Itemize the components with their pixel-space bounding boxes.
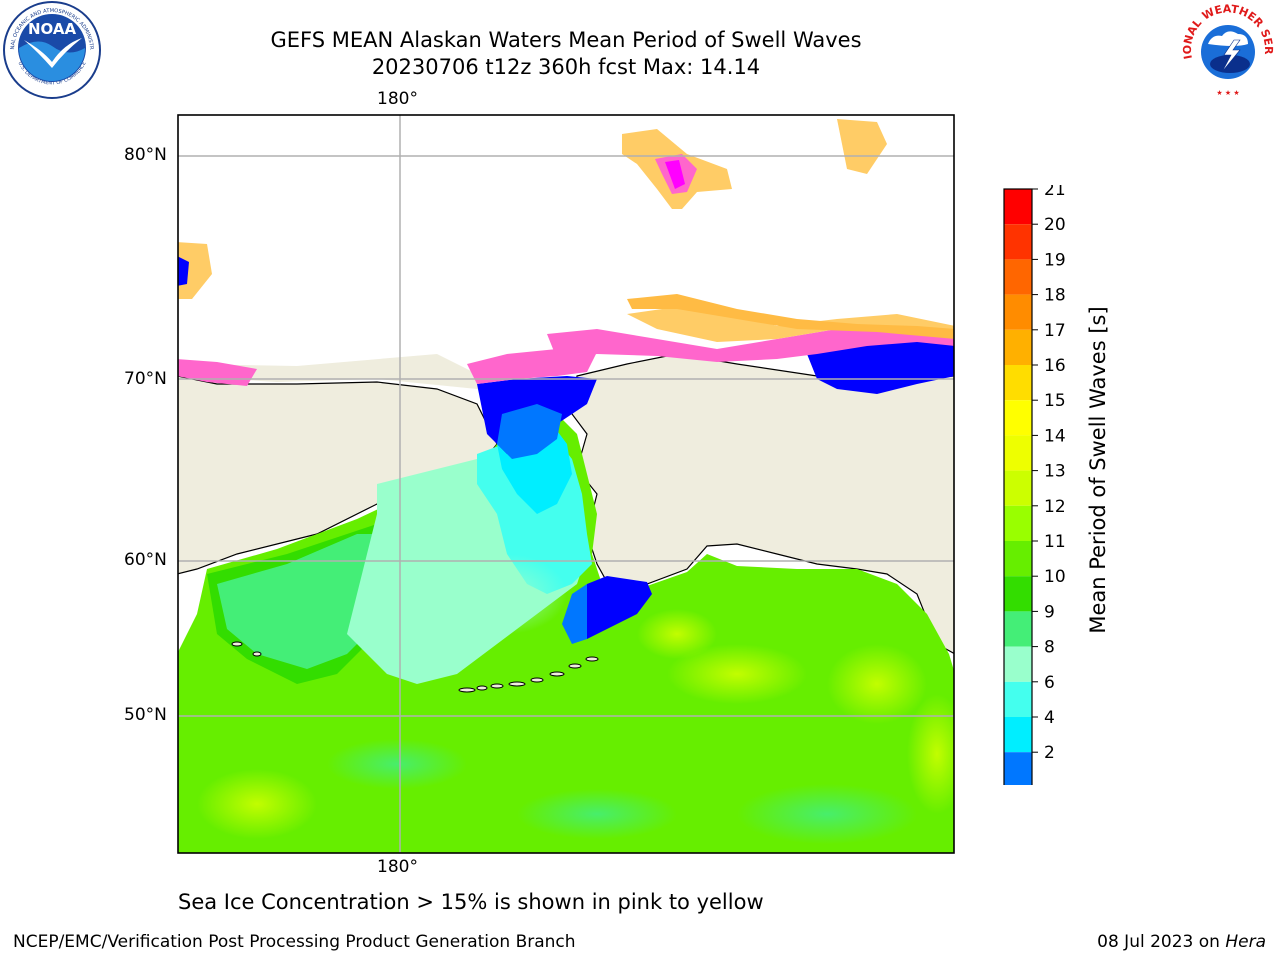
colorbar-outline bbox=[1003, 188, 1033, 785]
colorbar-tick-label: 4 bbox=[1044, 708, 1055, 728]
lat-label-70: 70°N bbox=[124, 369, 167, 389]
sea-ice-wrangel-blue bbox=[178, 256, 189, 286]
colorbar-block bbox=[1004, 294, 1032, 330]
graticule bbox=[178, 115, 954, 853]
colorbar-block bbox=[1004, 681, 1032, 717]
footer-credit: NCEP/EMC/Verification Post Processing Pr… bbox=[13, 932, 576, 952]
colorbar-tick-label: 16 bbox=[1044, 356, 1066, 376]
chart-title: GEFS MEAN Alaskan Waters Mean Period of … bbox=[270, 28, 862, 52]
colorbar-tick-label: 11 bbox=[1044, 532, 1066, 552]
sea-ice-north-magenta bbox=[665, 160, 685, 189]
colorbar-block bbox=[1004, 259, 1032, 295]
colorbar-blocks bbox=[1003, 188, 1033, 785]
colorbar-block bbox=[1004, 611, 1032, 647]
chart-subtitle: 20230706 t12z 360h fcst Max: 14.14 bbox=[371, 55, 761, 79]
colorbar-block bbox=[1004, 752, 1032, 785]
map bbox=[177, 114, 955, 854]
colorbar-block bbox=[1004, 717, 1032, 753]
lon-label-bottom: 180° bbox=[377, 857, 418, 877]
colorbar-tick-label: 12 bbox=[1044, 497, 1066, 517]
ocean-texture bbox=[197, 554, 954, 844]
colorbar-tick-label: 18 bbox=[1044, 286, 1066, 306]
ocean-mid-blue-chukchi bbox=[497, 404, 562, 459]
colorbar-block bbox=[1004, 505, 1032, 541]
colorbar-block bbox=[1004, 646, 1032, 682]
noaa-logo: NATIONAL OCEANIC AND ATMOSPHERIC ADMINIS… bbox=[2, 0, 101, 99]
colorbar-tick-label: 8 bbox=[1044, 638, 1055, 658]
lat-label-80: 80°N bbox=[124, 145, 167, 165]
lon-label-top: 180° bbox=[377, 89, 418, 109]
ocean-blue-bristol bbox=[577, 576, 652, 639]
map-border bbox=[177, 114, 955, 854]
footer-host: Hera bbox=[1225, 932, 1266, 952]
colorbar-block bbox=[1004, 541, 1032, 577]
colorbar-tick-label: 15 bbox=[1044, 391, 1066, 411]
sea-ice-wrangel bbox=[178, 242, 212, 299]
footer-date-text: 08 Jul 2023 on bbox=[1097, 932, 1226, 952]
colorbar-tick-label: 14 bbox=[1044, 426, 1066, 446]
colorbar-tick-label: 21 bbox=[1044, 185, 1066, 200]
colorbar-block bbox=[1004, 189, 1032, 225]
colorbar-block bbox=[1004, 400, 1032, 436]
colorbar-block bbox=[1004, 224, 1032, 260]
colorbar-tick-label: 10 bbox=[1044, 567, 1066, 587]
sea-ice-beaufort bbox=[547, 326, 954, 362]
nws-logo: NATIONAL WEATHER SERVICE ★ ★ ★ bbox=[1178, 0, 1276, 98]
nws-stars: ★ ★ ★ bbox=[1216, 89, 1239, 97]
sea-ice-note: Sea Ice Concentration > 15% is shown in … bbox=[178, 890, 764, 914]
lat-label-50: 50°N bbox=[124, 705, 167, 725]
ocean-blue-bristol-edge bbox=[562, 584, 587, 644]
sea-ice-chukchi bbox=[467, 349, 597, 384]
aleutian-islands bbox=[231, 641, 599, 693]
sea-ice-northeast-patch bbox=[837, 119, 887, 174]
colorbar-ticks: 21 20 19 18 17 16 15 14 13 12 11 10 9 8 6 4 2 bbox=[1032, 185, 1066, 763]
colorbar-label: Mean Period of Swell Waves [s] bbox=[1086, 306, 1110, 634]
colorbar-tick-label: 2 bbox=[1044, 743, 1055, 763]
colorbar-tick-label: 20 bbox=[1044, 215, 1066, 235]
colorbar-tick-label: 17 bbox=[1044, 321, 1066, 341]
ocean-blue-beaufort bbox=[807, 339, 954, 394]
footer-date: 08 Jul 2023 on Hera bbox=[1097, 932, 1266, 952]
lat-label-60: 60°N bbox=[124, 550, 167, 570]
colorbar-tick-label: 6 bbox=[1044, 673, 1055, 693]
colorbar-tick-label: 9 bbox=[1044, 602, 1055, 622]
colorbar-block bbox=[1004, 576, 1032, 612]
colorbar-block bbox=[1004, 435, 1032, 471]
noaa-logo-text: NOAA bbox=[28, 20, 77, 38]
colorbar: 21 20 19 18 17 16 15 14 13 12 11 10 9 8 6 4 2 bbox=[1003, 185, 1066, 785]
colorbar-block bbox=[1004, 365, 1032, 401]
colorbar-tick-label: 19 bbox=[1044, 250, 1066, 270]
colorbar-block bbox=[1004, 470, 1032, 506]
colorbar-tick-label: 13 bbox=[1044, 462, 1066, 482]
sea-ice-arctic-strip bbox=[627, 294, 954, 339]
colorbar-block bbox=[1004, 329, 1032, 365]
